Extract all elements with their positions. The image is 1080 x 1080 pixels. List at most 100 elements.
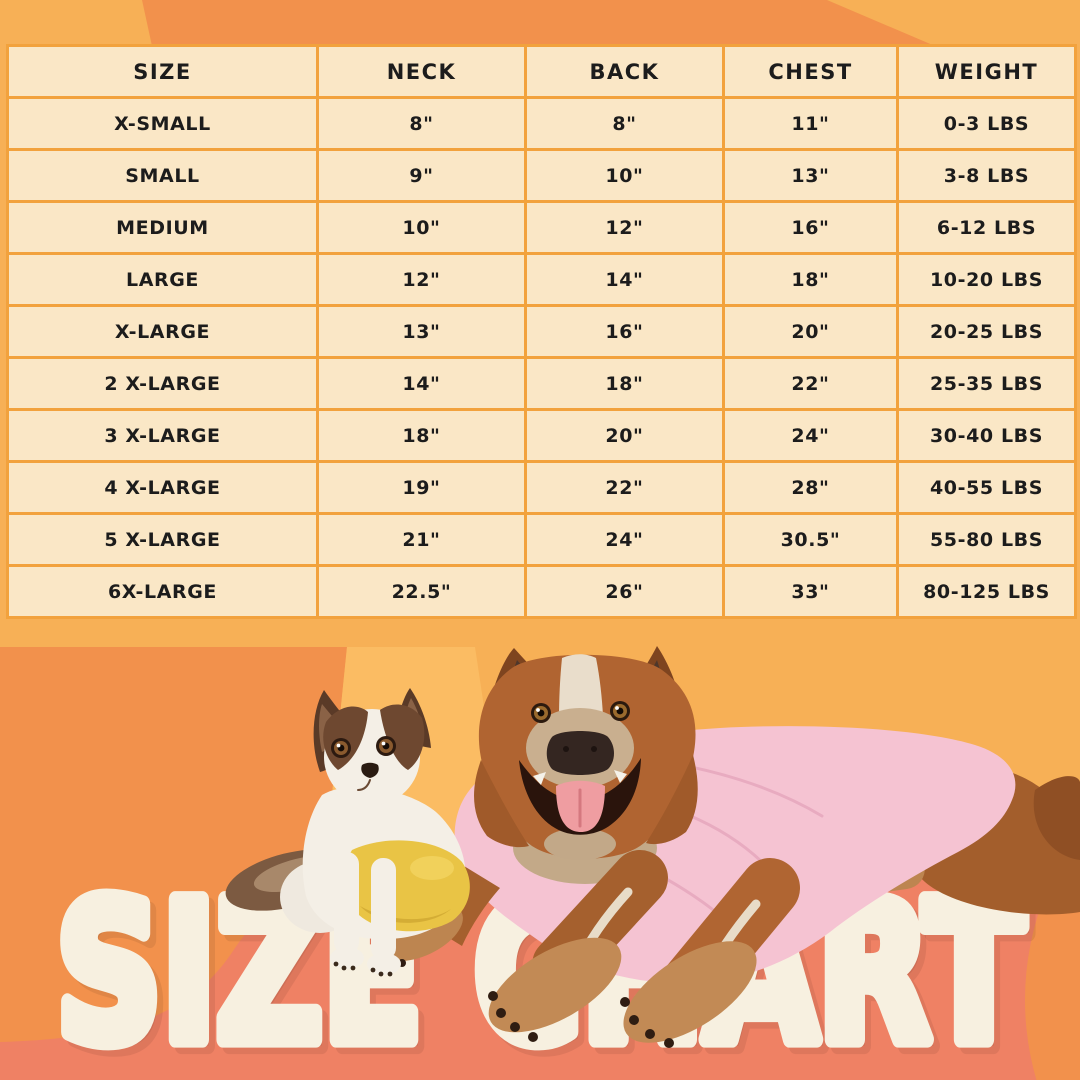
chihuahua-yellow-outfit [344, 840, 470, 932]
cattle-dog [377, 646, 1080, 1048]
table-cell: 19" [316, 460, 527, 515]
dog-head [478, 654, 696, 859]
dog-ear-left-inner [502, 660, 547, 704]
table-cell: 16" [722, 200, 899, 255]
chihuahua-eye-left [331, 738, 351, 758]
chihuahua-tail [225, 849, 355, 911]
dog-eye-right [610, 701, 630, 721]
table-cell: 26" [524, 564, 725, 619]
table-cell: 30.5" [722, 512, 899, 567]
shirt-folds [558, 758, 824, 919]
table-cell: 20" [722, 304, 899, 359]
dog-pink-shirt [454, 726, 1016, 984]
column-header: BACK [524, 44, 725, 99]
table-row: 5 X-LARGE 21" 24" 30.5" 55-80 LBS [6, 512, 1077, 567]
dog-front-leg-small [428, 866, 500, 946]
dog-paw-small [377, 902, 463, 962]
table-cell: 13" [722, 148, 899, 203]
table-header: SIZE NECK BACK CHEST WEIGHT [6, 44, 1077, 99]
dog-mouth [519, 758, 641, 835]
table-cell: 80-125 LBS [896, 564, 1077, 619]
table-cell: 28" [722, 460, 899, 515]
table-cell: 13" [316, 304, 527, 359]
dog-blaze [559, 654, 603, 722]
dog-front-leg-b [660, 858, 800, 1015]
title-group: SIZE CHART SIZE CHART [49, 854, 1038, 1080]
table-cell: 3-8 LBS [896, 148, 1077, 203]
chihuahua-body [302, 786, 466, 940]
dog-tail [1033, 776, 1080, 860]
dog-rear-body [906, 766, 1080, 915]
chihuahua-paw-left [330, 947, 364, 969]
table-cell: 24" [524, 512, 725, 567]
table-cell: 10" [316, 200, 527, 255]
table-cell: 6-12 LBS [896, 200, 1077, 255]
table-cell: 20-25 LBS [896, 304, 1077, 359]
table-cell: 22.5" [316, 564, 527, 619]
chihuahua-head [324, 709, 420, 805]
table-row: 3 X-LARGE 18" 20" 24" 30-40 LBS [6, 408, 1077, 463]
chihuahua-paw-right [367, 953, 401, 975]
table-cell: 12" [316, 252, 527, 307]
chihuahua-haunch [280, 861, 360, 933]
column-header: NECK [316, 44, 527, 99]
light-yellow-wedge [303, 647, 540, 1080]
table-cell: 25-35 LBS [896, 356, 1077, 411]
table-cell: 14" [316, 356, 527, 411]
dog-ear-right [624, 646, 682, 714]
chihuahua-mouth [357, 779, 371, 791]
table-cell: 5 X-LARGE [6, 512, 319, 567]
size-chart-table: SIZE NECK BACK CHEST WEIGHT X-SMALL 8" 8" 11" 0-… [6, 44, 1077, 619]
table-row: X-SMALL 8" 8" 11" 0-3 LBS [6, 96, 1077, 151]
dog-ear-left [487, 648, 562, 716]
outfit-highlight [410, 856, 454, 880]
header-row: SIZE NECK BACK CHEST WEIGHT [6, 44, 1077, 99]
table-cell: 20" [524, 408, 725, 463]
page-title-shadow: SIZE CHART [62, 867, 1030, 1080]
table-row: SMALL 9" 10" 13" 3-8 LBS [6, 148, 1077, 203]
table-cell: 30-40 LBS [896, 408, 1077, 463]
table-cell: 33" [722, 564, 899, 619]
table-cell: 16" [524, 304, 725, 359]
dog-tongue [556, 780, 605, 832]
table-cell: 12" [524, 200, 725, 255]
table-row: 2 X-LARGE 14" 18" 22" 25-35 LBS [6, 356, 1077, 411]
top-orange-shape [142, 0, 935, 46]
table-cell: 21" [316, 512, 527, 567]
dog-nose [546, 731, 614, 775]
table-row: 6X-LARGE 22.5" 26" 33" 80-125 LBS [6, 564, 1077, 619]
table-cell: MEDIUM [6, 200, 319, 255]
page-title: SIZE CHART [56, 861, 1024, 1080]
chihuahua [225, 688, 470, 977]
table-cell: 10-20 LBS [896, 252, 1077, 307]
dog-front-leg-a [532, 850, 668, 993]
table-cell: 18" [722, 252, 899, 307]
dog-muzzle [526, 708, 634, 788]
salmon-blob [0, 855, 1080, 1080]
table-row: 4 X-LARGE 19" 22" 28" 40-55 LBS [6, 460, 1077, 515]
table-cell: 4 X-LARGE [6, 460, 319, 515]
corner-circle-shape [1025, 831, 1080, 1080]
table-cell: 11" [722, 96, 899, 151]
dog-paw-b [623, 941, 757, 1043]
table-cell: 3 X-LARGE [6, 408, 319, 463]
table-cell: 55-80 LBS [896, 512, 1077, 567]
table-row: MEDIUM 10" 12" 16" 6-12 LBS [6, 200, 1077, 255]
dog-cheek-right [646, 755, 698, 845]
dog-paw-a [488, 937, 622, 1033]
chihuahua-ear-left [313, 690, 364, 772]
table-cell: 8" [316, 96, 527, 151]
dog-cheek-left [474, 760, 529, 848]
table-cell: 22" [524, 460, 725, 515]
chihuahua-patch-left [323, 706, 368, 770]
dog-hind-paw [844, 849, 925, 895]
table-cell: SMALL [6, 148, 319, 203]
table-cell: 9" [316, 148, 527, 203]
table-cell: LARGE [6, 252, 319, 307]
table-row: X-LARGE 13" 16" 20" 20-25 LBS [6, 304, 1077, 359]
table-cell: 18" [316, 408, 527, 463]
table-cell: 0-3 LBS [896, 96, 1077, 151]
table-cell: X-LARGE [6, 304, 319, 359]
chihuahua-ear-left-inner [319, 704, 350, 752]
